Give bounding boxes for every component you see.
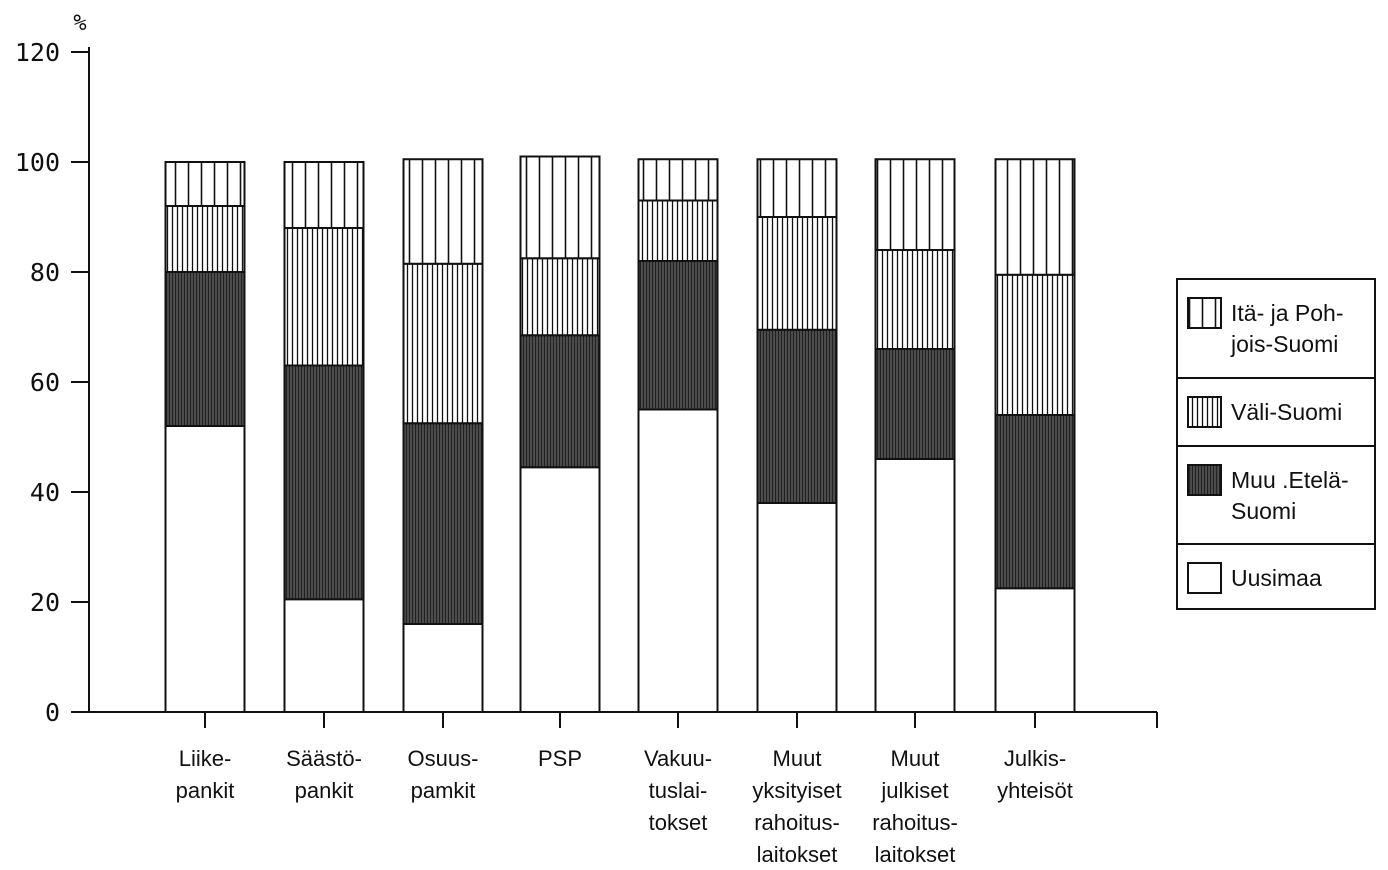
bar-segment	[402, 158, 484, 265]
bar-segment	[519, 466, 601, 713]
legend-label: jois-Suomi	[1230, 331, 1338, 357]
bar-segment	[756, 158, 838, 218]
bar-segment	[756, 328, 838, 504]
category-label: tuslai-	[649, 778, 708, 803]
bar-segment	[402, 262, 484, 425]
y-tick-label: 40	[30, 478, 60, 507]
category-labels: Liike-pankit Säästö-pankit Osuus-pamkit PSP…	[176, 746, 1073, 867]
bars	[164, 155, 1076, 713]
bar-segment	[994, 414, 1076, 590]
bar-segment	[756, 502, 838, 713]
bar-segment	[283, 364, 365, 601]
bar-segment	[756, 216, 838, 331]
category-label: Säästö-	[286, 746, 362, 771]
category-label: PSP	[538, 746, 582, 771]
category-label: tokset	[649, 810, 708, 835]
legend-swatch	[1187, 562, 1222, 594]
category-label: laitokset	[875, 842, 956, 867]
y-tick-label: 80	[30, 258, 60, 287]
category-label: pamkit	[411, 778, 476, 803]
y-ticks: 0 20 40 60 80 100 120	[15, 38, 89, 727]
bar-segment	[637, 260, 719, 411]
legend-swatch	[1187, 464, 1222, 496]
category-label: Liike-	[179, 746, 232, 771]
legend-box	[1176, 278, 1376, 610]
bar-segment	[874, 158, 956, 251]
bar-segment	[164, 205, 246, 273]
category-label: pankit	[295, 778, 354, 803]
legend-swatch	[1187, 396, 1222, 428]
bar-segment	[994, 587, 1076, 713]
x-ticks	[204, 712, 1158, 728]
legend-label: Suomi	[1231, 498, 1296, 524]
legend: Itä- ja Poh-jois-Suomi Väli-Suomi Muu .Ete…	[1176, 278, 1376, 610]
bar-segment	[519, 155, 601, 260]
legend-label: Väli-Suomi	[1231, 399, 1342, 425]
legend-label: Muu .Etelä-	[1231, 467, 1349, 493]
category-label: rahoitus-	[872, 810, 958, 835]
bar-segment	[283, 227, 365, 367]
category-label: yksityiset	[752, 778, 841, 803]
bar-segment	[637, 158, 719, 202]
bar-segment	[874, 348, 956, 460]
y-tick-label: 120	[15, 38, 60, 67]
y-tick-label: 0	[45, 698, 60, 727]
y-unit-label: %	[73, 11, 86, 36]
bar-segment	[164, 425, 246, 713]
category-label: Osuus-	[408, 746, 479, 771]
legend-swatch	[1187, 297, 1222, 329]
bar-segment	[402, 422, 484, 625]
bar-segment	[519, 257, 601, 337]
bar-segment	[874, 249, 956, 350]
bar-segment	[519, 334, 601, 469]
legend-label: Uusimaa	[1231, 565, 1322, 591]
bar-segment	[283, 598, 365, 713]
y-tick-label: 100	[15, 148, 60, 177]
bar-segment	[994, 273, 1076, 416]
bar-segment	[164, 271, 246, 427]
category-label: laitokset	[757, 842, 838, 867]
y-tick-label: 20	[30, 588, 60, 617]
bar-segment	[874, 458, 956, 713]
bar-segment	[637, 408, 719, 713]
bar-segment	[164, 161, 246, 207]
bar-segment	[283, 161, 365, 229]
bar-segment	[994, 158, 1076, 276]
bar-segment	[402, 623, 484, 713]
category-label: Muut	[773, 746, 822, 771]
category-label: julkiset	[880, 778, 948, 803]
category-label: Muut	[891, 746, 940, 771]
legend-label: Itä- ja Poh-	[1231, 300, 1344, 326]
category-label: yhteisöt	[997, 778, 1073, 803]
category-label: Julkis-	[1004, 746, 1066, 771]
y-tick-label: 60	[30, 368, 60, 397]
bar-segment	[637, 199, 719, 262]
category-label: rahoitus-	[754, 810, 840, 835]
category-label: Vakuu-	[644, 746, 712, 771]
category-label: pankit	[176, 778, 235, 803]
